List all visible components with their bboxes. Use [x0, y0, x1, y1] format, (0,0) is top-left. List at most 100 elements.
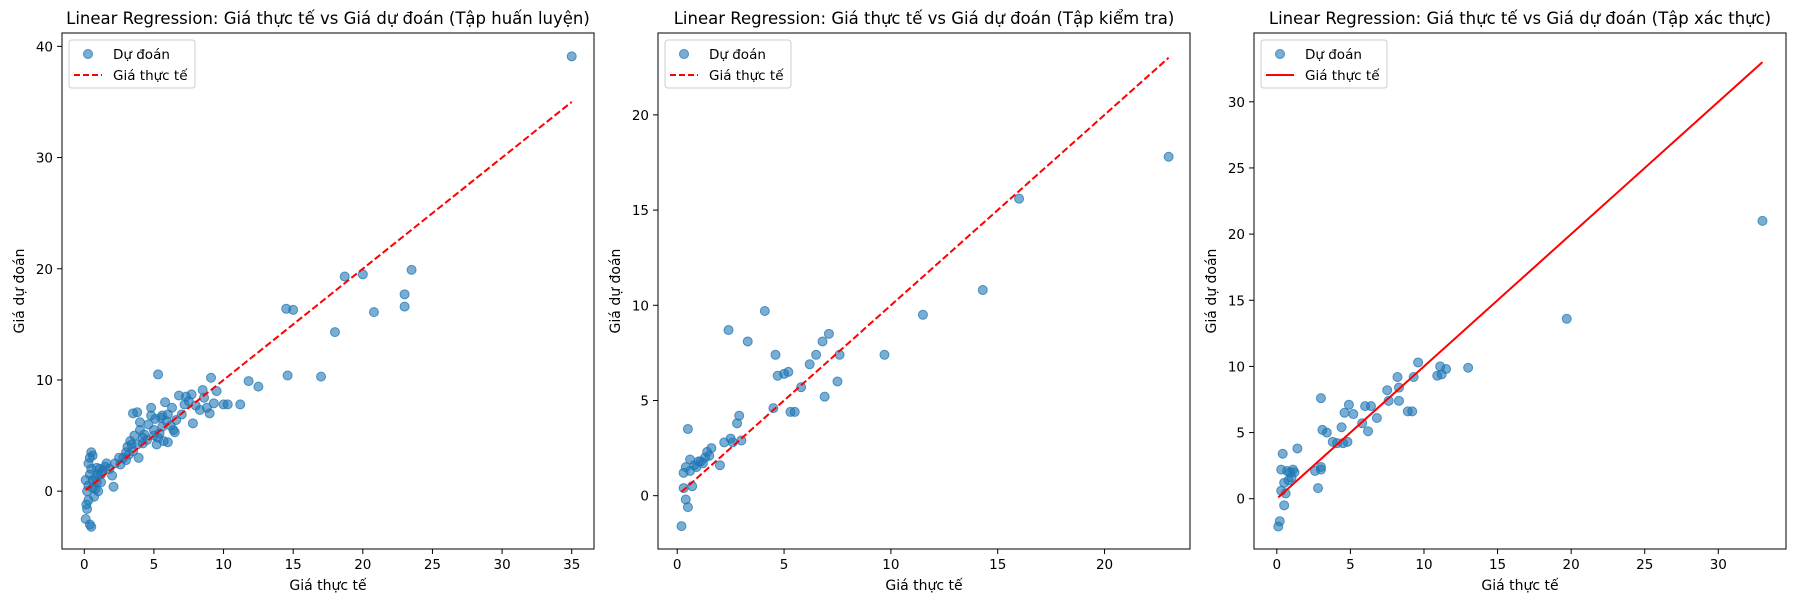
chart-2-y-tick-label: 15 — [632, 203, 649, 219]
chart-1-point — [162, 437, 173, 448]
chart-2-point — [832, 376, 843, 387]
chart-1-point — [134, 417, 145, 428]
chart-2-legend: Dự đoán Giá thực tế — [664, 39, 792, 89]
chart-3: Linear Regression: Giá thực tế vs Giá dự… — [1204, 9, 1787, 594]
chart-3-point — [1561, 313, 1572, 324]
chart-1-y-tick-label: 10 — [36, 373, 53, 389]
chart-1-point — [206, 372, 217, 383]
chart-3-point — [1280, 488, 1291, 499]
chart-3-ideal-line — [1277, 61, 1764, 499]
chart-3-x-tick-label: 25 — [1636, 557, 1653, 573]
chart-1-point — [108, 481, 119, 492]
chart-2-point — [682, 424, 693, 435]
chart-2-legend-line-label: Giá thực tế — [709, 67, 784, 84]
chart-1-legend-scatter-marker — [83, 49, 93, 59]
chart-3-x-tick-label: 20 — [1563, 557, 1580, 573]
chart-1-point — [288, 304, 299, 315]
chart-1-y-tick-label: 40 — [36, 39, 53, 55]
chart-2-point — [736, 435, 747, 446]
chart-3-y-tick-label: 5 — [1236, 426, 1245, 442]
chart-1-axes-frame — [61, 32, 595, 550]
chart-3-point — [1441, 364, 1452, 375]
chart-1-point — [243, 376, 254, 387]
chart-3-point — [1383, 395, 1394, 406]
chart-2-x-tick-label: 10 — [882, 557, 899, 573]
chart-2-point — [676, 521, 687, 532]
chart-3-point — [1363, 426, 1374, 437]
chart-3-legend-scatter-label: Dự đoán — [1305, 47, 1362, 63]
chart-1-point — [91, 462, 102, 473]
chart-1-point — [399, 301, 410, 312]
chart-3-point — [1371, 413, 1382, 424]
chart-3-y-tick-label: 25 — [1228, 161, 1245, 177]
chart-3-y-tick-label: 15 — [1228, 293, 1245, 309]
chart-3-plot-area — [1273, 61, 1768, 532]
chart-3-point — [1463, 362, 1474, 373]
chart-3-point — [1274, 516, 1285, 527]
chart-3-point — [1413, 357, 1424, 368]
chart-3-y-tick-label: 20 — [1228, 227, 1245, 243]
chart-1-point — [186, 389, 197, 400]
chart-3-x-tick-label: 30 — [1710, 557, 1727, 573]
chart-2-point — [917, 309, 928, 320]
chart-2-legend-scatter-label: Dự đoán — [709, 47, 766, 63]
chart-3-point — [1336, 422, 1347, 433]
chart-1-point — [329, 327, 340, 338]
chart-3-y-tick-label: 10 — [1228, 359, 1245, 375]
chart-3-point — [1342, 436, 1353, 447]
chart-2-point — [804, 359, 815, 370]
chart-2-title: Linear Regression: Giá thực tế vs Giá dự… — [674, 9, 1175, 28]
chart-1-legend-box — [68, 39, 196, 89]
chart-3-point — [1365, 401, 1376, 412]
chart-2-y-tick-label: 20 — [632, 108, 649, 124]
chart-3-x-tick-label: 0 — [1273, 557, 1282, 573]
chart-1-x-tick-label: 10 — [215, 557, 232, 573]
chart-3-point — [1292, 443, 1303, 454]
chart-3-legend-scatter-marker — [1275, 49, 1285, 59]
chart-2-point — [770, 349, 781, 360]
chart-3-point — [1343, 399, 1354, 410]
chart-3-point — [1757, 215, 1768, 226]
chart-1-point — [316, 371, 327, 382]
chart-3-point — [1321, 427, 1332, 438]
chart-1-point — [399, 289, 410, 300]
chart-2: Linear Regression: Giá thực tế vs Giá dự… — [608, 9, 1191, 594]
chart-1-point — [153, 369, 164, 380]
chart-1-point — [253, 381, 264, 392]
chart-1-point — [282, 370, 293, 381]
chart-1-y-tick-label: 30 — [36, 151, 53, 167]
chart-1-point — [169, 427, 180, 438]
chart-1-point — [87, 450, 98, 461]
chart-1-x-tick-label: 25 — [424, 557, 441, 573]
chart-1-point — [222, 399, 233, 410]
chart-2-y-axis-label: Giá dự đoán — [608, 249, 624, 334]
chart-2-point — [768, 403, 779, 414]
chart-2-legend-box — [664, 39, 792, 89]
chart-2-point — [1014, 193, 1025, 204]
chart-2-y-tick-label: 10 — [632, 298, 649, 314]
chart-1: Linear Regression: Giá thực tế vs Giá dự… — [12, 9, 595, 594]
chart-3-x-tick-label: 10 — [1415, 557, 1432, 573]
chart-1-x-tick-label: 20 — [354, 557, 371, 573]
chart-3-x-axis-label: Giá thực tế — [1481, 577, 1559, 594]
chart-2-point — [879, 349, 890, 360]
chart-2-legend-scatter-marker — [679, 49, 689, 59]
chart-2-point — [783, 366, 794, 377]
chart-1-y-tick-label: 20 — [36, 262, 53, 278]
chart-1-point — [160, 397, 171, 408]
chart-3-legend: Dự đoán Giá thực tế — [1260, 39, 1388, 89]
chart-3-point — [1393, 395, 1404, 406]
chart-3-x-tick-label: 15 — [1489, 557, 1506, 573]
chart-3-point — [1289, 467, 1300, 478]
chart-1-legend-scatter-label: Dự đoán — [113, 47, 170, 63]
chart-3-point — [1315, 393, 1326, 404]
chart-2-plot-area — [676, 57, 1174, 532]
chart-3-point — [1407, 406, 1418, 417]
chart-1-point — [204, 408, 215, 419]
chart-3-y-tick-label: 30 — [1228, 95, 1245, 111]
chart-3-point — [1315, 461, 1326, 472]
chart-2-point — [723, 325, 734, 336]
chart-3-point — [1382, 385, 1393, 396]
chart-2-point — [1163, 151, 1174, 162]
